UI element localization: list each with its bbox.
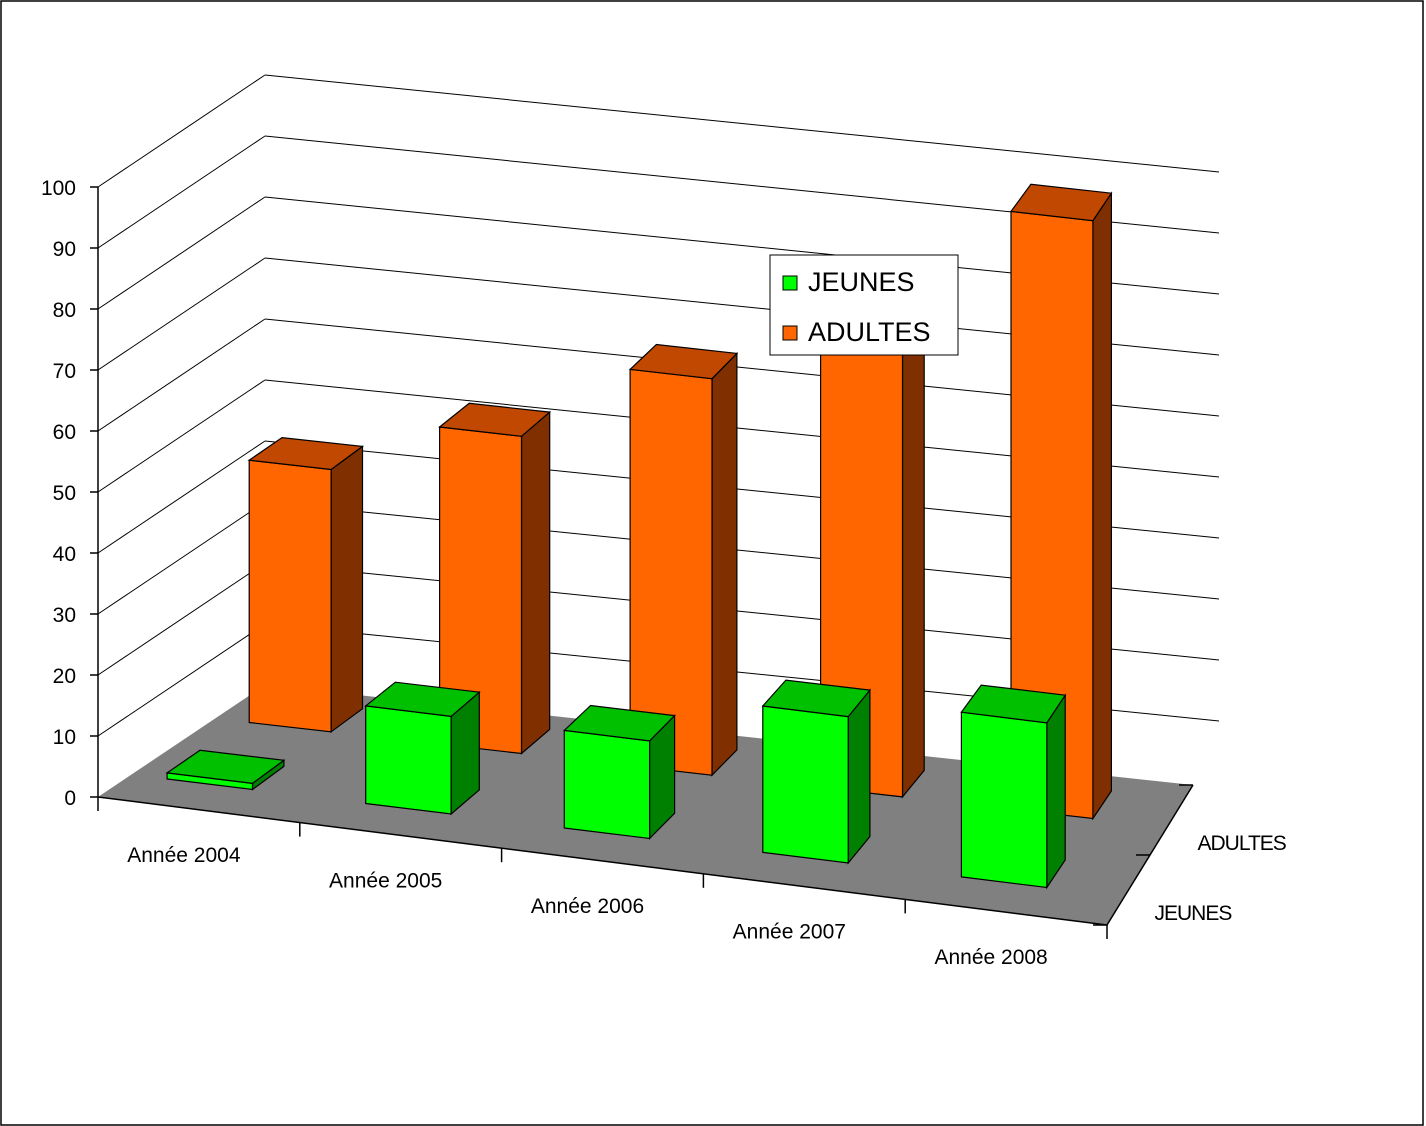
y-tick-label: 60 — [53, 421, 76, 444]
bar-top-face — [165, 749, 286, 785]
bar-top-face — [628, 343, 739, 380]
depth-axis-ticks — [1093, 784, 1193, 926]
bar-top-face — [1009, 183, 1113, 222]
bar-side-face — [330, 445, 364, 733]
y-tick-label: 40 — [53, 543, 76, 566]
bar-adultes-2005 — [438, 402, 552, 755]
y-tick-label: 80 — [53, 299, 76, 322]
gridline-back — [264, 74, 1220, 173]
x-axis-ticks — [97, 797, 1108, 939]
bar-side-face — [1092, 191, 1113, 821]
bar-adultes-2008 — [1009, 183, 1113, 821]
gridline-side — [97, 379, 266, 493]
x-tick-label: Année 2008 — [934, 946, 1047, 969]
bar-jeunes-2008 — [960, 684, 1067, 890]
bar-front-face — [248, 459, 332, 733]
y-tick-label: 50 — [53, 482, 76, 505]
bar-jeunes-2007 — [761, 679, 872, 865]
gridline-side — [97, 196, 266, 310]
bar-front-face — [762, 705, 849, 864]
legend: JEUNES ADULTES — [769, 254, 959, 356]
y-tick-label: 10 — [53, 726, 76, 749]
y-tick-label: 20 — [53, 665, 76, 688]
x-axis-line — [97, 796, 1108, 926]
gridline-side — [97, 501, 266, 615]
bar-front-face — [960, 711, 1048, 889]
bar-side-face — [847, 688, 871, 865]
gridline-side — [97, 74, 266, 188]
legend-box — [769, 254, 959, 356]
bar-top-face — [247, 436, 365, 471]
gridline-side — [97, 318, 266, 432]
bar-top-face — [364, 681, 481, 718]
bar-jeunes-2004 — [165, 749, 286, 791]
bars — [165, 183, 1113, 890]
bar-front-face — [365, 705, 452, 815]
bar-side-face — [520, 410, 551, 755]
legend-swatch-adultes — [782, 325, 798, 341]
gridline-side — [97, 623, 266, 737]
legend-label-adultes: ADULTES — [808, 317, 931, 347]
depth-tick-label: ADULTES — [1198, 832, 1287, 855]
bar-top-face — [438, 402, 552, 437]
gridline-side — [97, 257, 266, 371]
bar-side-face — [711, 351, 738, 777]
gridline-side — [97, 562, 266, 676]
x-tick-label: Année 2004 — [127, 844, 241, 867]
bar-adultes-2006 — [628, 343, 739, 777]
y-tick-label: 90 — [53, 238, 76, 261]
y-axis-ticks: 0 10 20 30 40 50 60 70 80 90 100 — [41, 177, 98, 810]
x-tick-label: Année 2005 — [329, 869, 442, 892]
gridline-side — [97, 440, 266, 554]
depth-axis-labels: JEUNES ADULTES — [1155, 832, 1288, 925]
bar-top-face — [761, 679, 872, 718]
bar-front-face — [563, 729, 651, 840]
legend-label-jeunes: JEUNES — [808, 267, 915, 297]
bar-jeunes-2005 — [364, 681, 481, 816]
y-tick-label: 100 — [41, 177, 76, 200]
bar-adultes-2004 — [247, 436, 365, 733]
x-axis-labels: Année 2004 Année 2005 Année 2006 Année 2007… — [127, 844, 1047, 969]
bar-jeunes-2006 — [562, 704, 676, 840]
legend-swatch-jeunes — [782, 275, 798, 291]
depth-tick-label: JEUNES — [1155, 902, 1233, 925]
gridline-side — [97, 135, 266, 249]
bar-side-face — [1046, 693, 1066, 890]
y-tick-label: 30 — [53, 604, 76, 627]
bar-top-face — [960, 684, 1067, 724]
side-wall-gridlines — [97, 74, 266, 737]
x-tick-label: Année 2007 — [733, 921, 846, 944]
bar-top-face — [562, 704, 676, 742]
x-tick-label: Année 2006 — [531, 895, 644, 918]
y-tick-label: 0 — [64, 787, 76, 810]
y-tick-label: 70 — [53, 360, 76, 383]
bar-side-face — [901, 299, 925, 799]
